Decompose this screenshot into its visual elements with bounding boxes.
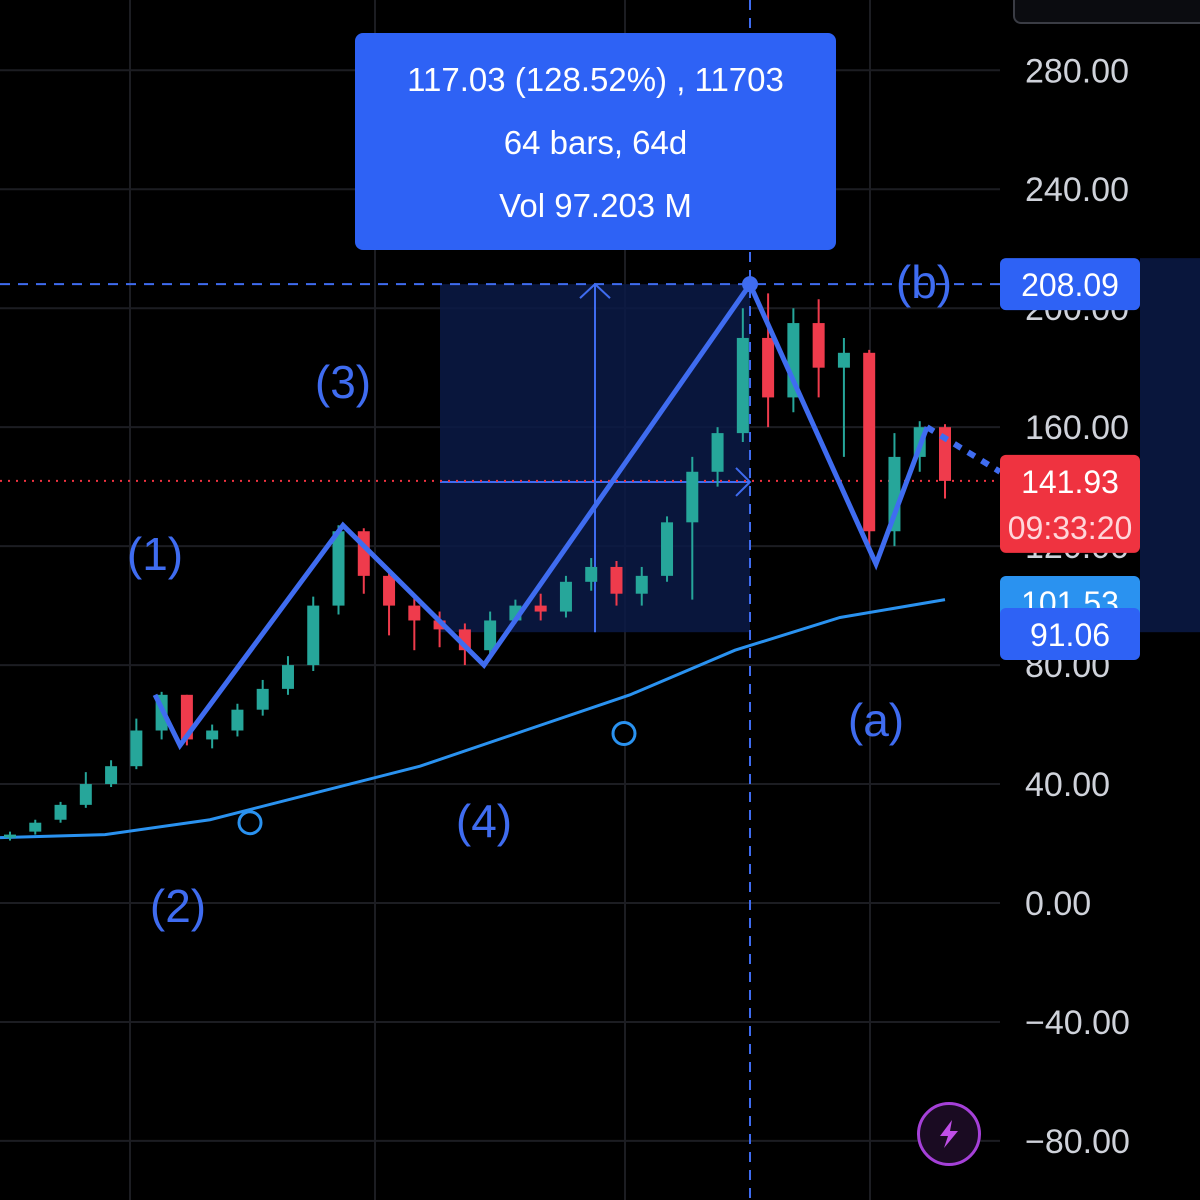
- candle-body: [256, 688, 269, 710]
- candle-body: [686, 471, 699, 523]
- candle-body: [559, 581, 572, 612]
- moving-average: [0, 598, 946, 840]
- y-tick-label: 0.00: [1025, 885, 1091, 923]
- wave-label: (2): [150, 880, 206, 932]
- candle-body: [812, 323, 825, 368]
- lightning-button[interactable]: [917, 1102, 981, 1166]
- price-tag: [1000, 608, 1140, 660]
- wave-labels: (1) (2) (3) (4) (a) (b): [127, 256, 952, 932]
- candle-body: [661, 522, 674, 576]
- candle-body: [863, 352, 876, 532]
- price-tag: [1000, 258, 1140, 311]
- candle-body: [762, 337, 775, 398]
- y-tick-label: 280.00: [1025, 52, 1129, 90]
- price-tag-countdown: 09:33:20: [1008, 510, 1133, 546]
- wave-label: (3): [315, 356, 371, 408]
- wave-label: (a): [848, 694, 904, 746]
- candle-body: [130, 730, 143, 767]
- candle-body: [736, 337, 749, 434]
- candle-body: [837, 352, 850, 368]
- price-tag: [1000, 454, 1140, 553]
- wave-lines[interactable]: [152, 276, 1002, 751]
- candle-body: [231, 709, 244, 731]
- price-tag-value: 141.93: [1021, 464, 1119, 500]
- lightning-icon: [940, 1120, 958, 1148]
- ma-handle[interactable]: [237, 810, 263, 836]
- measure-line-3: Vol 97.203 M: [499, 187, 692, 224]
- candle-body: [711, 433, 724, 472]
- y-tick-label: 40.00: [1025, 766, 1110, 804]
- candle-body: [307, 605, 320, 666]
- wave-label: (4): [456, 795, 512, 847]
- candle-body: [635, 575, 648, 594]
- candle-body: [4, 834, 16, 838]
- candle-body: [281, 665, 294, 689]
- candle-body: [105, 766, 118, 785]
- axis-range-highlight: [1140, 258, 1200, 633]
- candle-body: [939, 427, 951, 481]
- candle-body: [408, 605, 421, 621]
- y-tick-label: 240.00: [1025, 171, 1129, 209]
- y-tick-label: 160.00: [1025, 409, 1129, 447]
- ma-handle[interactable]: [611, 720, 637, 746]
- candle-body: [383, 575, 396, 606]
- candle-body: [534, 605, 547, 612]
- wave-label: (b): [896, 256, 952, 308]
- y-axis[interactable]: 280.00240.00200.00160.00120.0080.0040.00…: [1025, 52, 1130, 1161]
- wave-label: (1): [127, 528, 183, 580]
- candle-body: [54, 804, 67, 820]
- candle-body: [79, 784, 92, 805]
- wave-projection: [925, 424, 1002, 475]
- y-tick-label: −40.00: [1025, 1004, 1130, 1042]
- price-tag-value: 91.06: [1030, 617, 1110, 653]
- candle-body: [332, 531, 345, 606]
- candle-body: [29, 822, 42, 832]
- candle-body: [433, 620, 446, 630]
- y-tick-label: −80.00: [1025, 1123, 1130, 1161]
- candle-body: [585, 566, 598, 582]
- measure-line-1: 117.03 (128.52%) , 11703: [407, 61, 784, 98]
- price-tag-value: 208.09: [1021, 267, 1119, 303]
- candle-body: [610, 566, 623, 594]
- wave-peak-handle[interactable]: [742, 276, 758, 293]
- measure-arrow-head-right: [735, 467, 752, 497]
- candle-body: [484, 620, 497, 651]
- wave-path[interactable]: [152, 279, 930, 751]
- measure-info-box: 117.03 (128.52%) , 11703 64 bars, 64d Vo…: [355, 33, 836, 250]
- ma-line: [0, 598, 946, 840]
- candle-body: [206, 730, 219, 740]
- measure-line-2: 64 bars, 64d: [503, 124, 688, 161]
- toolbar-button[interactable]: [1013, 0, 1200, 24]
